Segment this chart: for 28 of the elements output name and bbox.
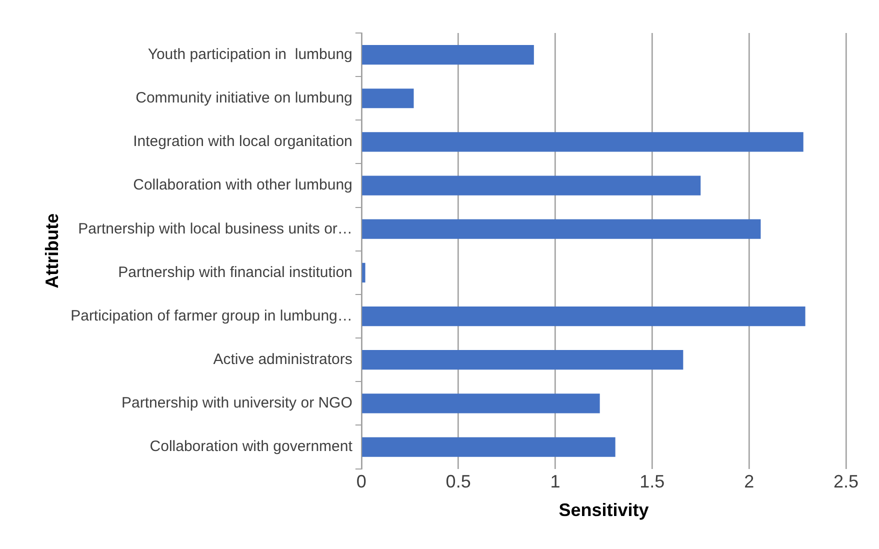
y-tick-label: Partnership with financial institution — [118, 264, 352, 281]
bar — [362, 44, 534, 65]
x-tick-label: 2.5 — [833, 472, 859, 492]
y-tick-label: Community initiative on lumbung — [136, 90, 352, 107]
y-tick-label: Collaboration with other lumbung — [133, 176, 352, 194]
bar — [362, 306, 806, 326]
x-tick-label: 0 — [356, 472, 366, 492]
bar — [362, 176, 701, 196]
y-tick-label: Youth participation in lumbung — [148, 46, 352, 63]
x-axis-title: Sensitivity — [558, 500, 649, 520]
y-tick-label: Active administrators — [213, 350, 352, 368]
bar — [362, 262, 366, 282]
bar — [362, 219, 761, 239]
bar — [362, 394, 600, 414]
x-tick-label: 1 — [550, 472, 560, 492]
bar — [362, 88, 414, 108]
bar — [362, 132, 804, 152]
bar — [362, 350, 684, 370]
x-tick-label: 2 — [744, 472, 754, 492]
y-tick-label: Collaboration with government — [150, 438, 354, 456]
y-tick-label: Partnership with local business units or… — [78, 220, 352, 238]
bar — [362, 437, 616, 457]
y-tick-label: Integration with local organitation — [133, 133, 352, 150]
y-tick-label: Partnership with university or NGO — [121, 394, 352, 412]
x-tick-label: 1.5 — [640, 472, 665, 492]
y-axis-title: Attribute — [42, 213, 62, 288]
y-tick-label: Participation of farmer group in lumbung… — [70, 307, 352, 324]
x-tick-label: 0.5 — [446, 472, 471, 492]
